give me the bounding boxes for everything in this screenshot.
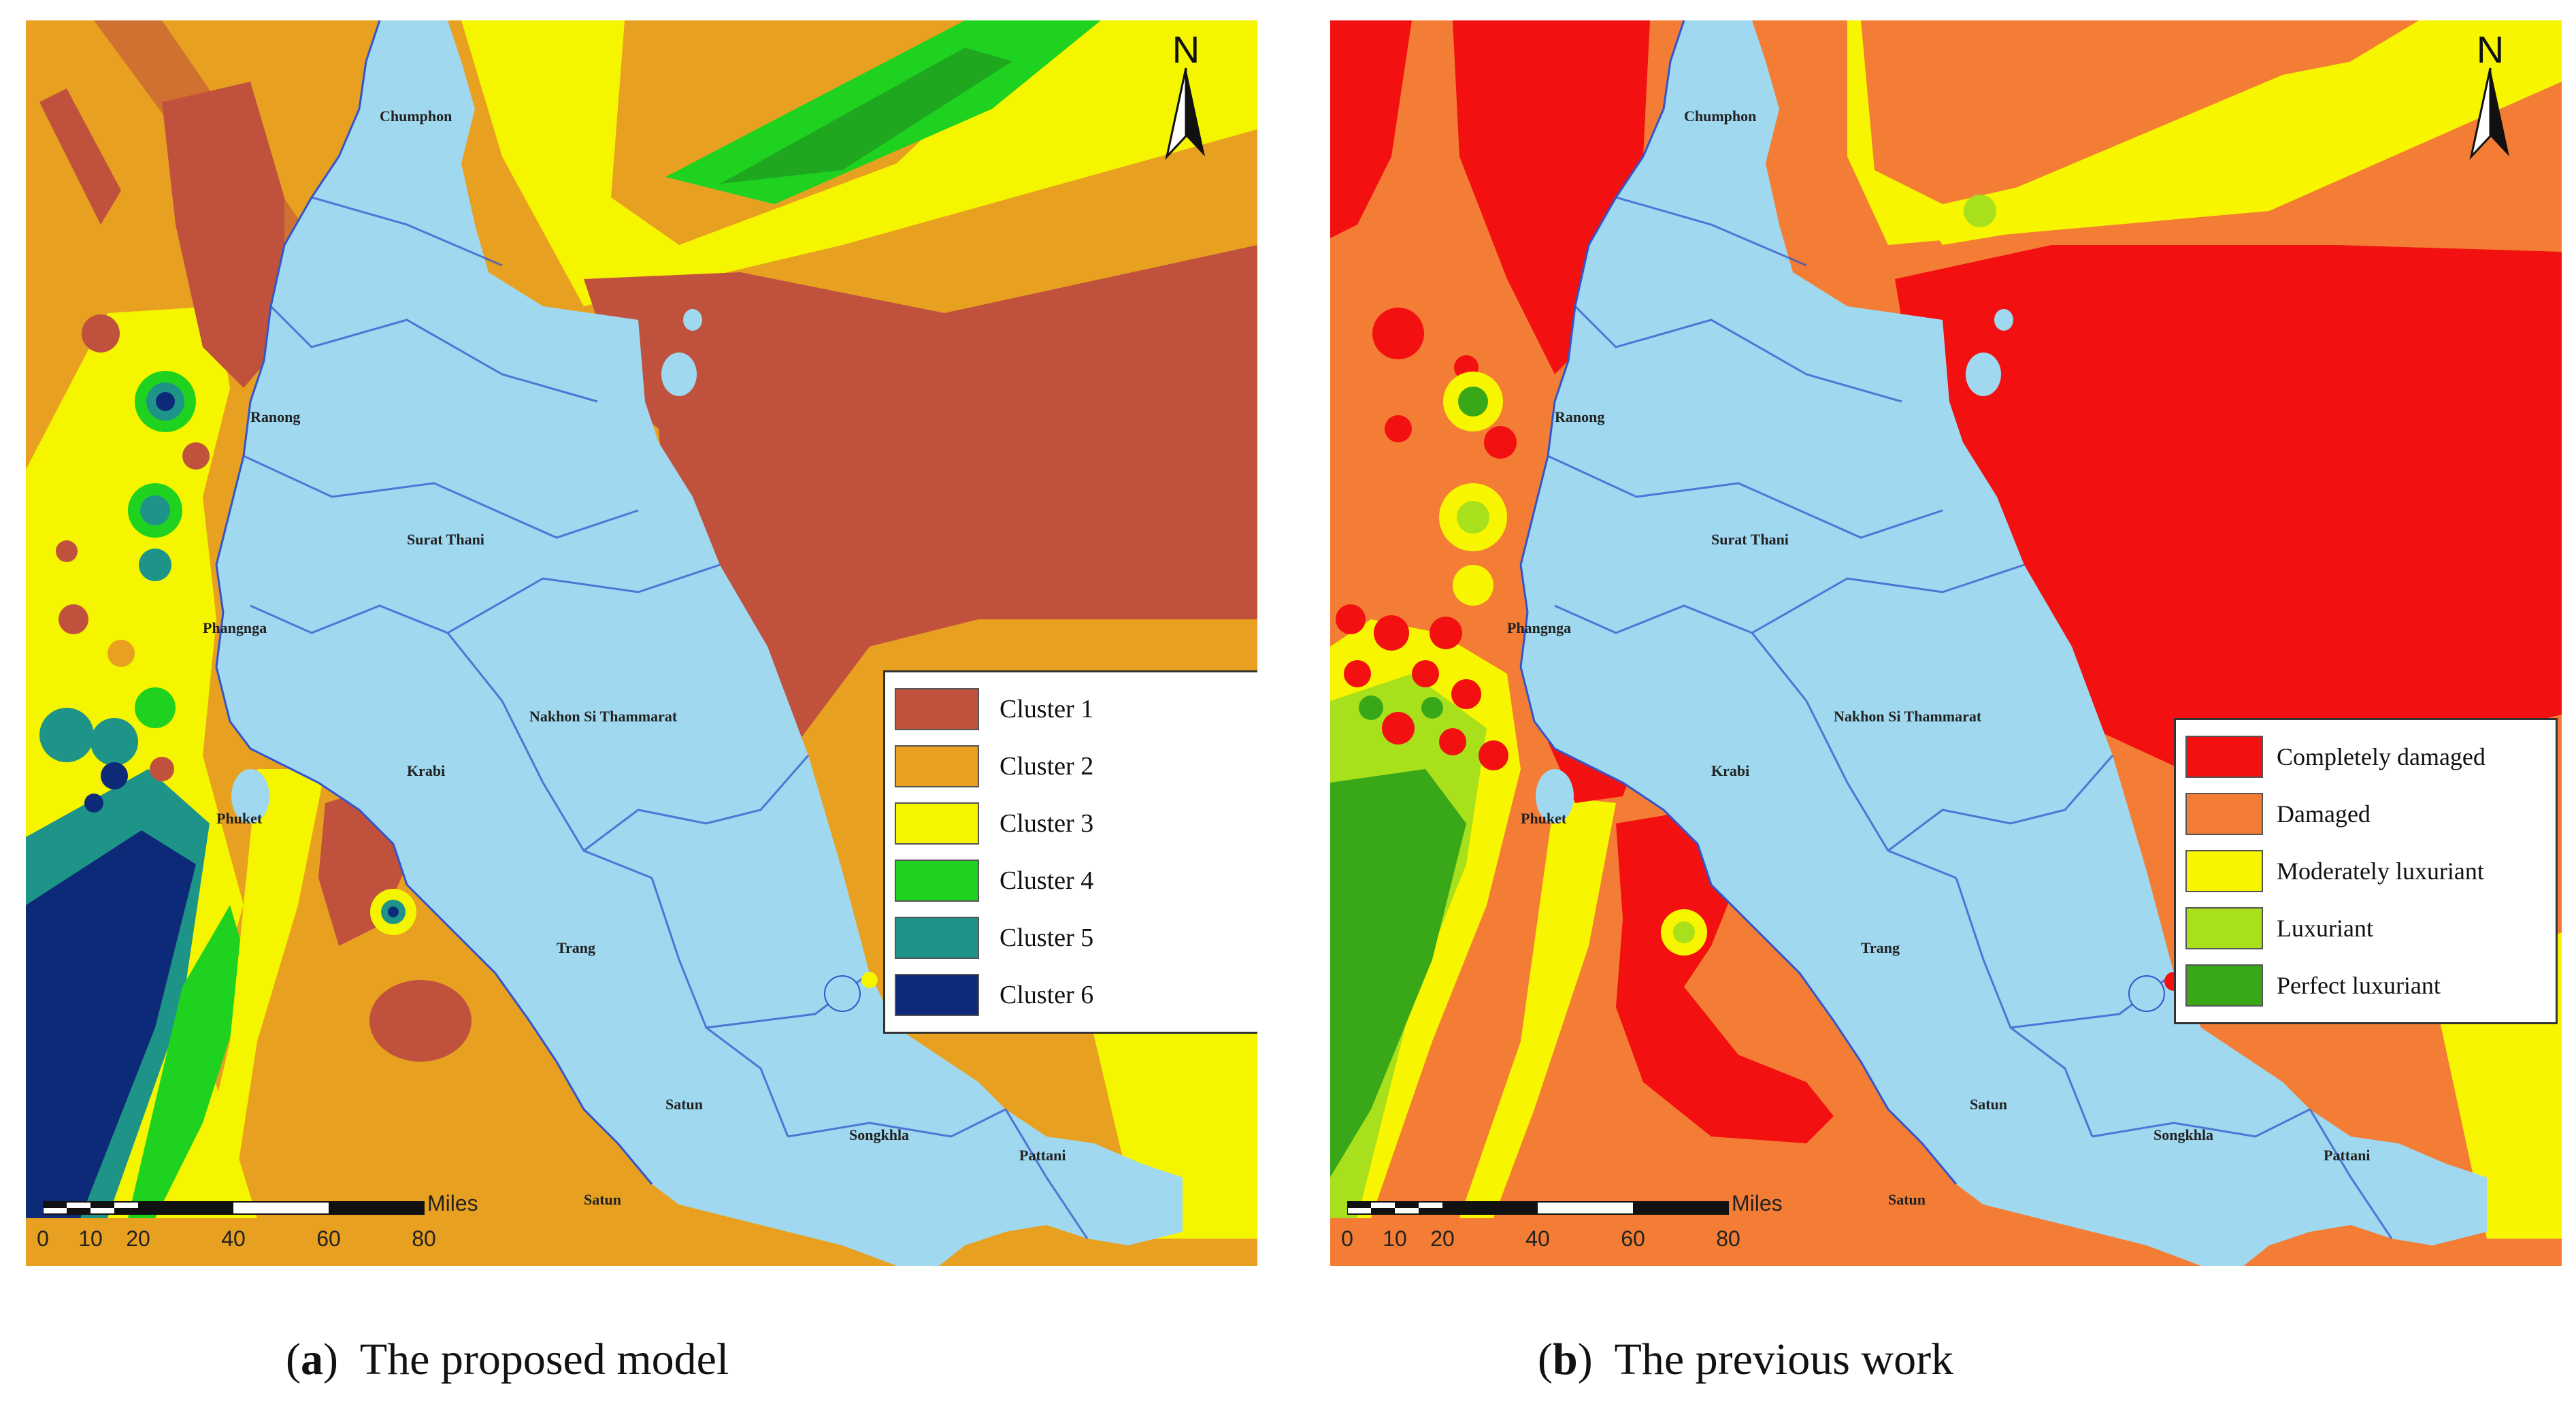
scale-units: Miles xyxy=(1732,1191,1783,1215)
legend-swatch xyxy=(2185,964,2263,1007)
place-label-chumphon: Chumphon xyxy=(380,108,452,125)
scale-units: Miles xyxy=(427,1191,478,1215)
place-label-trang: Trang xyxy=(557,939,596,956)
place-label-nakhon-si-thammarat: Nakhon Si Thammarat xyxy=(1834,708,1982,725)
scale-tick: 40 xyxy=(221,1226,246,1251)
map-panel-a: Chumphon Ranong Surat Thani Phangnga Kra… xyxy=(26,20,1257,1266)
legend-swatch xyxy=(895,688,979,730)
legend-swatch xyxy=(895,917,979,959)
caption-b: (b) The previous work xyxy=(1538,1335,1954,1384)
place-label-satun: Satun xyxy=(1970,1096,2008,1113)
place-label-songkhla: Songkhla xyxy=(849,1126,910,1143)
caption-a-text: The proposed model xyxy=(359,1335,729,1384)
legend-item: Damaged xyxy=(2185,785,2546,843)
north-arrow-icon xyxy=(1165,67,1205,160)
scale-tick: 20 xyxy=(1430,1226,1455,1251)
north-arrow: N xyxy=(1152,27,1220,163)
legend-label: Cluster 6 xyxy=(1000,981,1094,1009)
legend-swatch xyxy=(2185,907,2263,949)
place-label-satun-2: Satun xyxy=(1888,1191,1926,1208)
legend: Completely damaged Damaged Moderately lu… xyxy=(2174,718,2558,1024)
legend-item: Cluster 3 xyxy=(895,795,1257,852)
legend-item: Cluster 2 xyxy=(895,738,1257,795)
place-label-surat-thani: Surat Thani xyxy=(1711,531,1789,548)
legend-swatch xyxy=(2185,793,2263,835)
legend-label: Damaged xyxy=(2277,800,2371,828)
legend-label: Cluster 3 xyxy=(1000,809,1094,838)
place-label-krabi: Krabi xyxy=(1711,762,1750,779)
north-arrow-icon xyxy=(2469,67,2509,160)
legend-item: Cluster 4 xyxy=(895,852,1257,909)
scale-bar-graphic xyxy=(43,1201,425,1215)
scale-tick: 10 xyxy=(1383,1226,1407,1251)
caption-b-letter: b xyxy=(1552,1335,1578,1384)
scale-tick: 20 xyxy=(126,1226,150,1251)
legend-label: Perfect luxuriant xyxy=(2277,972,2441,999)
legend-item: Moderately luxuriant xyxy=(2185,843,2546,900)
place-label-phuket: Phuket xyxy=(216,810,263,827)
place-label-ranong: Ranong xyxy=(250,408,301,425)
legend-label: Cluster 1 xyxy=(1000,695,1094,723)
caption-a: (a) The proposed model xyxy=(286,1335,729,1384)
place-label-pattani: Pattani xyxy=(2324,1147,2371,1164)
scale-tick: 60 xyxy=(1621,1226,1645,1251)
place-label-songkhla: Songkhla xyxy=(2153,1126,2214,1143)
scale-tick: 10 xyxy=(78,1226,103,1251)
place-label-trang: Trang xyxy=(1861,939,1900,956)
legend-swatch xyxy=(895,860,979,902)
legend-label: Cluster 5 xyxy=(1000,924,1094,952)
legend: Cluster 1 Cluster 2 Cluster 3 Cluster 4 … xyxy=(883,670,1257,1034)
scale-ticks: 0 10 20 40 60 80 xyxy=(1341,1226,1789,1254)
legend-label: Luxuriant xyxy=(2277,915,2373,942)
caption-a-letter: a xyxy=(300,1335,323,1384)
cluster-map-a xyxy=(26,20,1257,1266)
scale-tick: 60 xyxy=(316,1226,341,1251)
place-label-phangnga: Phangnga xyxy=(1507,619,1572,636)
place-label-chumphon: Chumphon xyxy=(1684,108,1757,125)
caption-b-text: The previous work xyxy=(1614,1335,1954,1384)
legend-item: Cluster 5 xyxy=(895,909,1257,966)
place-label-satun: Satun xyxy=(665,1096,704,1113)
place-label-ranong: Ranong xyxy=(1555,408,1605,425)
legend-item: Cluster 6 xyxy=(895,966,1257,1024)
place-label-nakhon-si-thammarat: Nakhon Si Thammarat xyxy=(529,708,678,725)
scale-bar: Miles 0 10 20 40 60 80 xyxy=(37,1191,485,1259)
scale-ticks: 0 10 20 40 60 80 xyxy=(37,1226,485,1254)
north-letter: N xyxy=(2476,28,2505,71)
scale-tick: 80 xyxy=(1716,1226,1740,1251)
scale-bar-graphic xyxy=(1347,1201,1729,1215)
legend-label: Completely damaged xyxy=(2277,743,2486,770)
scale-tick: 0 xyxy=(1341,1226,1353,1251)
legend-label: Moderately luxuriant xyxy=(2277,858,2484,885)
legend-item: Perfect luxuriant xyxy=(2185,957,2546,1014)
legend-item: Luxuriant xyxy=(2185,900,2546,957)
legend-swatch xyxy=(895,802,979,845)
place-label-surat-thani: Surat Thani xyxy=(407,531,484,548)
map-panel-b: Chumphon Ranong Surat Thani Phangnga Kra… xyxy=(1330,20,2562,1266)
scale-tick: 40 xyxy=(1525,1226,1550,1251)
north-letter: N xyxy=(1172,28,1200,71)
legend-swatch xyxy=(895,974,979,1016)
damage-map-b xyxy=(1330,20,2562,1266)
legend-item: Completely damaged xyxy=(2185,728,2546,785)
legend-item: Cluster 1 xyxy=(895,681,1257,738)
place-label-satun-2: Satun xyxy=(584,1191,622,1208)
place-label-pattani: Pattani xyxy=(1019,1147,1066,1164)
legend-label: Cluster 2 xyxy=(1000,752,1094,781)
place-label-krabi: Krabi xyxy=(407,762,446,779)
scale-bar: Miles 0 10 20 40 60 80 xyxy=(1341,1191,1789,1259)
scale-tick: 80 xyxy=(412,1226,436,1251)
legend-swatch xyxy=(895,745,979,787)
legend-swatch xyxy=(2185,850,2263,892)
place-label-phangnga: Phangnga xyxy=(203,619,267,636)
place-label-phuket: Phuket xyxy=(1521,810,1567,827)
legend-label: Cluster 4 xyxy=(1000,866,1094,895)
north-arrow: N xyxy=(2456,27,2524,163)
scale-tick: 0 xyxy=(37,1226,49,1251)
legend-swatch xyxy=(2185,736,2263,778)
